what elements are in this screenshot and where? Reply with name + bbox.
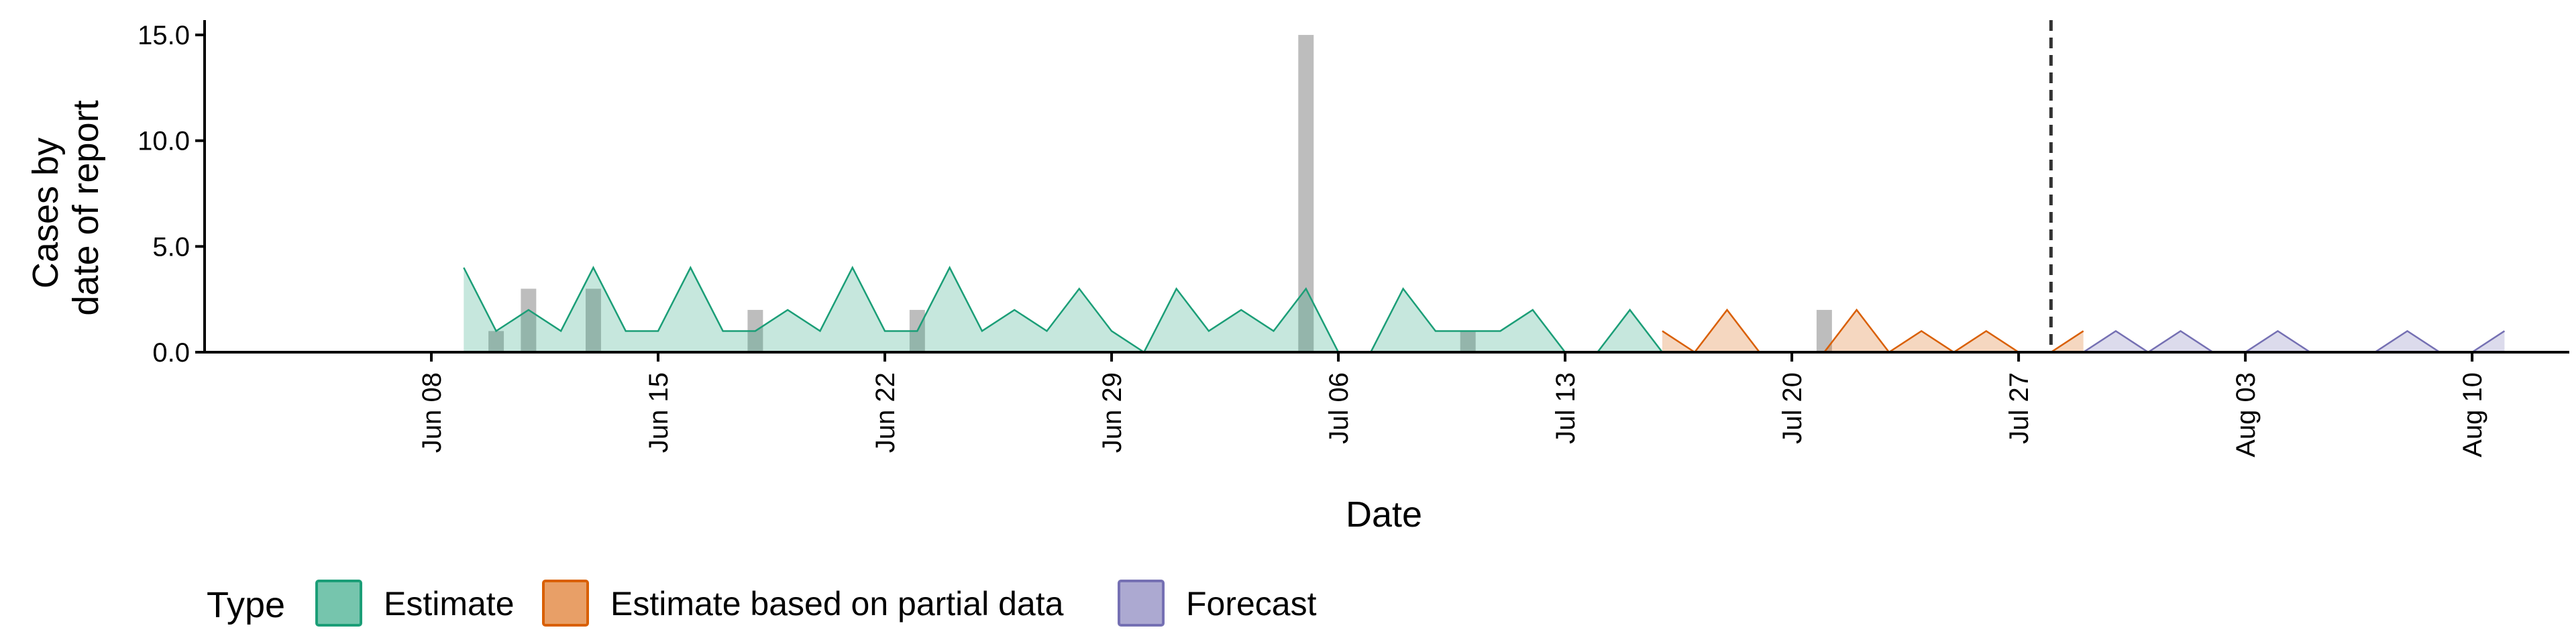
line-forecast xyxy=(2082,329,2506,354)
area-layer xyxy=(463,266,2506,354)
x-tick-label-8: Aug 03 xyxy=(2231,372,2261,458)
x-tick-label-5: Jul 13 xyxy=(1551,372,1580,444)
x-tick-label-4: Jul 06 xyxy=(1324,372,1354,444)
bar-2020-06-11 xyxy=(521,288,537,352)
y-axis-title: Cases by date of report xyxy=(25,100,106,315)
bar-2020-07-10 xyxy=(1460,331,1476,352)
bar-2020-06-13 xyxy=(585,288,601,352)
x-tick-label-9: Aug 10 xyxy=(2458,372,2487,458)
y-tick-label-2: 10.0 xyxy=(138,127,190,156)
x-tick-label-6: Jul 20 xyxy=(1778,372,1807,444)
bar-2020-06-10 xyxy=(488,331,504,352)
x-tick-label-0: Jun 08 xyxy=(417,372,447,453)
legend-label-estimate: Estimate xyxy=(384,585,515,623)
y-axis-title-line-2: date of report xyxy=(66,100,106,315)
line-estimate-based-on-partial-data xyxy=(1662,308,2084,354)
x-tick-label-2: Jun 22 xyxy=(871,372,900,453)
y-tick-label-3: 15.0 xyxy=(138,21,190,50)
line-estimate xyxy=(463,266,1663,354)
y-axis-title-line-1: Cases by xyxy=(25,138,66,288)
x-tick-label-1: Jun 15 xyxy=(644,372,674,453)
axes-layer: 0.0 5.0 10.0 15.0 Jun 08 Jun 15 Jun 22 Jun 29 Ju… xyxy=(138,20,2569,458)
x-axis-title: Date xyxy=(1346,494,1422,535)
legend-label-partial: Estimate based on partial data xyxy=(610,585,1064,623)
y-tick-label-0: 0.0 xyxy=(152,338,190,368)
legend: Type Estimate Estimate based on partial … xyxy=(207,580,1317,627)
legend-swatch-estimate xyxy=(315,580,362,627)
legend-swatch-forecast xyxy=(1118,580,1165,627)
legend-title: Type xyxy=(207,585,285,625)
legend-label-forecast: Forecast xyxy=(1186,585,1317,623)
x-tick-label-3: Jun 29 xyxy=(1097,372,1127,453)
y-tick-label-1: 5.0 xyxy=(152,232,190,262)
bar-2020-07-21 xyxy=(1816,309,1832,352)
legend-swatch-partial xyxy=(542,580,589,627)
x-tick-label-7: Jul 27 xyxy=(2004,372,2034,444)
bar-2020-07-05 xyxy=(1298,35,1314,352)
